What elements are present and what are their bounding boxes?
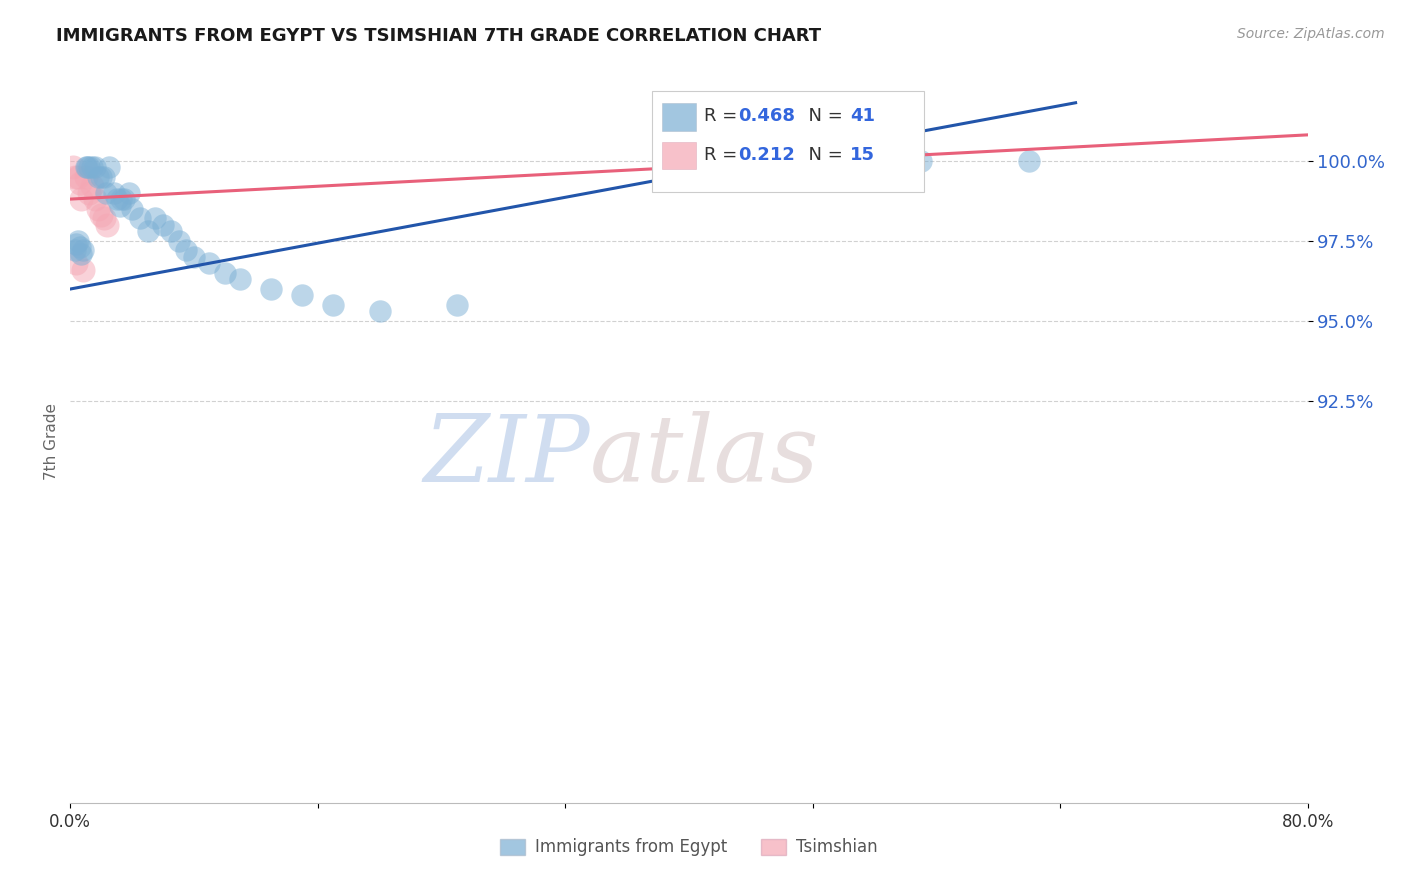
Text: 15: 15 [849, 145, 875, 164]
Point [77, 160, 100, 174]
Text: IMMIGRANTS FROM EGYPT VS TSIMSHIAN 7TH GRADE CORRELATION CHART: IMMIGRANTS FROM EGYPT VS TSIMSHIAN 7TH G… [56, 27, 821, 45]
Point [67, 169, 90, 184]
Point [72, 244, 94, 258]
Point [80, 179, 103, 194]
Point [910, 153, 932, 168]
Point [103, 186, 125, 200]
Point [77, 186, 100, 200]
Point [291, 288, 314, 302]
Point [72, 262, 94, 277]
Point [214, 266, 236, 280]
Point [152, 218, 174, 232]
Point [76, 160, 98, 174]
Point [65, 256, 87, 270]
Point [167, 234, 190, 248]
Text: Source: ZipAtlas.com: Source: ZipAtlas.com [1237, 27, 1385, 41]
Point [108, 198, 131, 212]
Point [136, 224, 159, 238]
Point [160, 224, 183, 238]
Point [70, 192, 93, 206]
Point [69, 176, 91, 190]
Y-axis label: 7th Grade: 7th Grade [44, 403, 59, 480]
Text: R =: R = [704, 107, 742, 126]
Bar [662, 103, 696, 131]
Point [69, 240, 91, 254]
Point [98, 160, 120, 174]
Point [62, 160, 84, 174]
Text: N =: N = [797, 107, 848, 126]
Legend: Immigrants from Egypt, Tsimshian: Immigrants from Egypt, Tsimshian [494, 831, 884, 863]
Point [80, 160, 103, 174]
Text: R =: R = [704, 145, 748, 164]
Point [90, 208, 112, 222]
Point [90, 169, 112, 184]
Point [121, 202, 143, 216]
Point [63, 244, 86, 258]
Point [322, 298, 344, 312]
Bar [652, 91, 924, 193]
Point [368, 304, 391, 318]
Point [105, 192, 128, 206]
Bar [662, 142, 696, 169]
Point [93, 169, 115, 184]
Point [84, 160, 107, 174]
Point [94, 186, 117, 200]
Point [118, 186, 141, 200]
Point [1018, 153, 1040, 168]
Point [174, 244, 197, 258]
Point [145, 211, 166, 226]
Point [84, 192, 107, 206]
Text: 0.212: 0.212 [738, 145, 796, 164]
Point [93, 211, 115, 226]
Point [229, 272, 252, 286]
Point [67, 234, 90, 248]
Point [110, 192, 132, 206]
Point [183, 250, 205, 264]
Text: ZIP: ZIP [423, 411, 591, 501]
Point [70, 246, 93, 260]
Point [96, 218, 118, 232]
Point [65, 237, 87, 252]
Point [129, 211, 152, 226]
Text: 41: 41 [849, 107, 875, 126]
Point [260, 282, 283, 296]
Point [446, 298, 468, 312]
Point [75, 160, 97, 174]
Point [114, 192, 135, 206]
Point [87, 169, 110, 184]
Point [63, 169, 86, 184]
Text: atlas: atlas [591, 411, 820, 501]
Text: N =: N = [797, 145, 848, 164]
Point [75, 169, 97, 184]
Point [87, 202, 110, 216]
Text: 0.468: 0.468 [738, 107, 796, 126]
Point [198, 256, 221, 270]
